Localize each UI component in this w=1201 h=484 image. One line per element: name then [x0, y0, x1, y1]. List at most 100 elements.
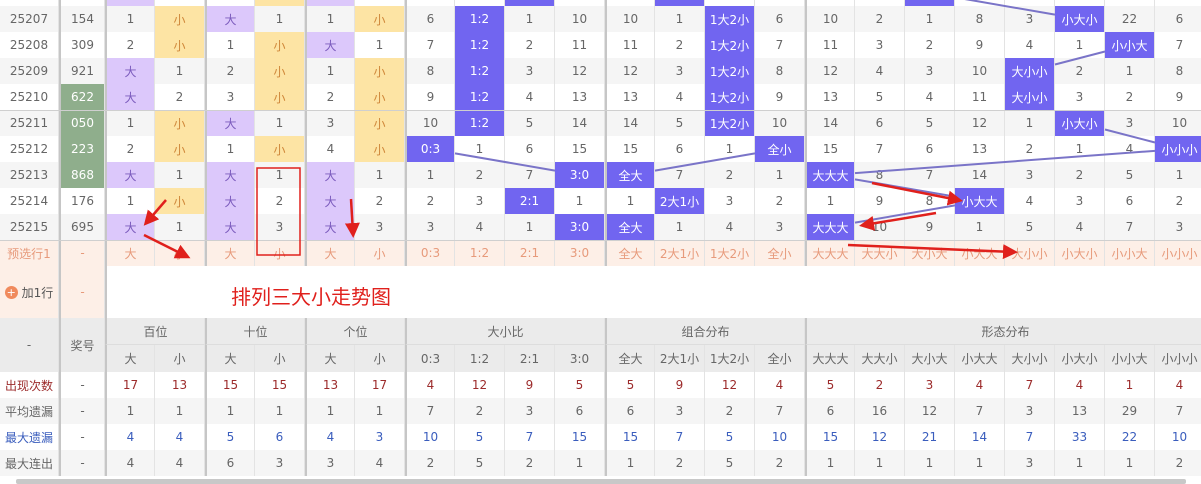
miss-count-cell: 8: [755, 58, 805, 84]
miss-count-cell: 15: [805, 136, 855, 162]
preselect-option[interactable]: 全大: [605, 240, 655, 266]
stats-value: 1: [105, 398, 155, 424]
stats-value: 14: [955, 424, 1005, 450]
stats-sub-header: 大小小: [1005, 345, 1055, 372]
preselect-option[interactable]: 3:0: [555, 240, 605, 266]
miss-count-cell: 2: [455, 162, 505, 188]
miss-count-cell: 2: [755, 188, 805, 214]
miss-count-cell: 12: [605, 58, 655, 84]
preselect-option[interactable]: 小: [355, 240, 405, 266]
trend-hit-cell: 小大小: [1055, 110, 1105, 136]
stats-value: 3: [355, 424, 405, 450]
miss-count-cell: 8: [1155, 58, 1201, 84]
clipped-row-cell: [1055, 0, 1105, 6]
miss-count-cell: 1: [205, 136, 255, 162]
add-row-button[interactable]: + 加1行: [0, 266, 59, 318]
winning-number: 921: [59, 58, 105, 84]
miss-count-cell: 6: [855, 110, 905, 136]
miss-count-cell: 1: [755, 162, 805, 188]
trend-hit-cell: 大: [305, 188, 355, 214]
trend-hit-cell: 小: [155, 6, 205, 32]
miss-count-cell: 2: [305, 84, 355, 110]
preselect-option[interactable]: 小: [155, 240, 205, 266]
preselect-option[interactable]: 大: [205, 240, 255, 266]
clipped-row-cell: [455, 0, 505, 6]
clipped-row-cell: [255, 0, 305, 6]
preselect-option[interactable]: 大小小: [1005, 240, 1055, 266]
miss-count-cell: 2: [1055, 162, 1105, 188]
preselect-option[interactable]: 小小大: [1105, 240, 1155, 266]
preselect-label[interactable]: 预选行1: [0, 240, 59, 266]
preselect-option[interactable]: 1:2: [455, 240, 505, 266]
preselect-option[interactable]: 小大小: [1055, 240, 1105, 266]
miss-count-cell: 10: [805, 6, 855, 32]
stats-value: 2: [705, 398, 755, 424]
stats-value: 1: [1055, 450, 1105, 476]
trend-hit-cell: 1大2小: [705, 6, 755, 32]
miss-count-cell: 7: [855, 136, 905, 162]
period-cell: 25210: [0, 84, 59, 110]
stats-value: 22: [1105, 424, 1155, 450]
trend-hit-cell: 大小小: [1005, 84, 1055, 110]
miss-count-cell: 1: [505, 214, 555, 240]
stats-value: 7: [505, 424, 555, 450]
stats-sub-header: 0:3: [405, 345, 455, 372]
preselect-option[interactable]: 1大2小: [705, 240, 755, 266]
miss-count-cell: 1: [1055, 136, 1105, 162]
miss-count-cell: 1: [155, 214, 205, 240]
preselect-option[interactable]: 小: [255, 240, 305, 266]
stats-sub-header: 小: [355, 345, 405, 372]
trend-hit-cell: 1大2小: [705, 32, 755, 58]
stats-header-number: 奖号: [59, 318, 105, 372]
miss-count-cell: 1: [455, 136, 505, 162]
stats-value: 33: [1055, 424, 1105, 450]
trend-hit-cell: 大: [105, 58, 155, 84]
stats-sub-header: 小小小: [1155, 345, 1201, 372]
stats-value: 5: [455, 424, 505, 450]
miss-count-cell: 2: [655, 32, 705, 58]
preselect-option[interactable]: 小小小: [1155, 240, 1201, 266]
stats-value: 6: [805, 398, 855, 424]
miss-count-cell: 5: [505, 110, 555, 136]
miss-count-cell: 3: [255, 214, 305, 240]
period-cell: 25215: [0, 214, 59, 240]
stats-value: 7: [1155, 398, 1201, 424]
preselect-option[interactable]: 大大小: [855, 240, 905, 266]
stats-row-number: -: [59, 424, 105, 450]
stats-value: 1: [1105, 450, 1155, 476]
trend-hit-cell: 小: [155, 188, 205, 214]
miss-count-cell: 1: [705, 136, 755, 162]
preselect-option[interactable]: 2:1: [505, 240, 555, 266]
stats-value: 5: [805, 372, 855, 398]
preselect-option[interactable]: 小大大: [955, 240, 1005, 266]
miss-count-cell: 9: [405, 84, 455, 110]
stats-value: 5: [555, 372, 605, 398]
stats-sub-header: 全小: [755, 345, 805, 372]
miss-count-cell: 13: [955, 136, 1005, 162]
preselect-option[interactable]: 大: [105, 240, 155, 266]
preselect-option[interactable]: 大小大: [905, 240, 955, 266]
miss-count-cell: 1: [255, 6, 305, 32]
trend-hit-cell: 大小小: [1005, 58, 1055, 84]
trend-hit-cell: 小大小: [1055, 6, 1105, 32]
miss-count-cell: 2: [905, 32, 955, 58]
stats-value: 4: [305, 424, 355, 450]
preselect-option[interactable]: 全小: [755, 240, 805, 266]
miss-count-cell: 1: [355, 162, 405, 188]
group-divider: [0, 110, 1201, 111]
miss-count-cell: 2: [1105, 84, 1155, 110]
preselect-option[interactable]: 大: [305, 240, 355, 266]
miss-count-cell: 3: [905, 58, 955, 84]
preselect-option[interactable]: 2大1小: [655, 240, 705, 266]
clipped-row-cell: [905, 0, 955, 6]
preselect-option[interactable]: 0:3: [405, 240, 455, 266]
stats-value: 4: [355, 450, 405, 476]
trend-hit-cell: 小: [255, 84, 305, 110]
clipped-row-cell: [405, 0, 455, 6]
miss-count-cell: 2: [205, 58, 255, 84]
stats-value: 2: [655, 450, 705, 476]
horizontal-scrollbar[interactable]: [16, 479, 1186, 484]
stats-value: 2: [505, 450, 555, 476]
trend-hit-cell: 全大: [605, 214, 655, 240]
preselect-option[interactable]: 大大大: [805, 240, 855, 266]
